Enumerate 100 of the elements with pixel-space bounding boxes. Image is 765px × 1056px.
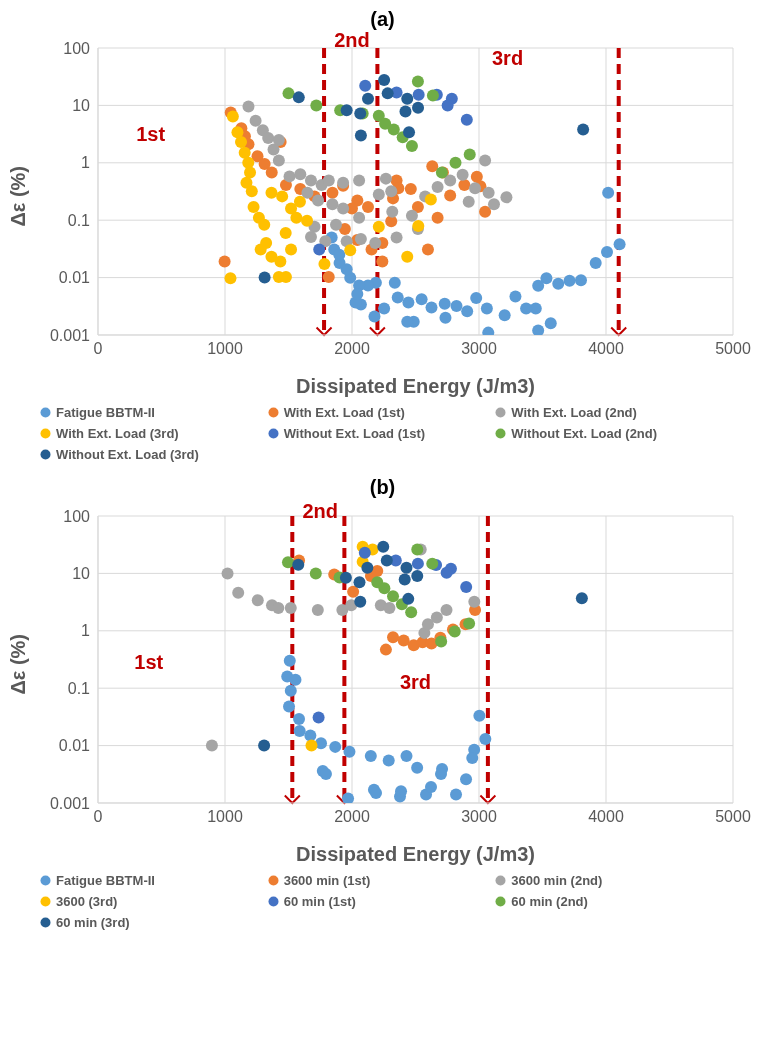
legend-label: 3600 (3rd)	[56, 894, 118, 909]
point	[354, 595, 367, 608]
point	[435, 635, 448, 648]
point	[460, 773, 473, 786]
point	[479, 733, 492, 746]
point	[470, 292, 483, 305]
point	[440, 566, 453, 579]
point	[315, 737, 328, 750]
point	[265, 186, 278, 199]
point	[405, 606, 418, 619]
y-tick-label: 0.001	[49, 794, 91, 812]
point	[399, 105, 412, 118]
point	[292, 558, 305, 571]
y-tick-label: 0.1	[67, 211, 91, 229]
point	[205, 739, 218, 752]
point	[372, 220, 385, 233]
point	[403, 126, 416, 139]
point	[289, 673, 302, 686]
point	[577, 123, 590, 136]
point	[311, 604, 324, 617]
point	[285, 202, 298, 215]
point	[309, 567, 322, 580]
point	[338, 223, 351, 236]
point	[601, 245, 614, 258]
point	[400, 749, 413, 762]
point	[283, 700, 296, 713]
x-axis-title: Dissipated Energy (J/m3)	[296, 375, 535, 397]
point	[326, 186, 339, 199]
point	[251, 594, 264, 607]
point	[382, 754, 395, 767]
point	[304, 230, 317, 243]
point	[281, 556, 294, 569]
point	[305, 739, 318, 752]
point	[411, 557, 424, 570]
point	[589, 256, 602, 269]
point	[245, 185, 258, 198]
point	[290, 211, 303, 224]
point	[411, 200, 424, 213]
point	[438, 297, 451, 310]
y-tick-label: 1	[81, 154, 91, 172]
point	[343, 745, 356, 758]
point	[469, 182, 482, 195]
point	[369, 237, 382, 250]
point	[359, 79, 372, 92]
point	[426, 89, 439, 102]
point	[379, 117, 392, 130]
point	[482, 186, 495, 199]
point	[353, 174, 366, 187]
legend-label: 60 min (1st)	[283, 894, 356, 909]
point	[272, 154, 285, 167]
point	[232, 586, 245, 599]
point	[329, 740, 342, 753]
point	[326, 198, 339, 211]
point	[304, 174, 317, 187]
point	[274, 255, 287, 268]
point	[415, 293, 428, 306]
point	[342, 792, 355, 803]
point	[412, 88, 425, 101]
point	[353, 211, 366, 224]
point	[322, 174, 335, 187]
point	[462, 195, 475, 208]
point	[258, 271, 271, 284]
point	[218, 255, 231, 268]
x-tick-label: 4000	[588, 340, 624, 358]
point	[430, 611, 443, 624]
x-axis-title: Dissipated Energy (J/m3)	[296, 843, 535, 865]
legend-label: Without Ext. Load (1st)	[283, 426, 426, 441]
x-tick-label: 2000	[334, 808, 370, 826]
point	[231, 126, 244, 139]
point	[387, 590, 400, 603]
point	[441, 99, 454, 112]
point	[405, 209, 418, 222]
point	[387, 123, 400, 136]
point	[411, 75, 424, 88]
point	[444, 174, 457, 187]
point	[242, 100, 255, 113]
point	[411, 761, 424, 774]
point	[238, 146, 251, 159]
point	[378, 74, 391, 87]
legend-label: 3600 min (1st)	[283, 873, 371, 888]
x-tick-label: 1000	[207, 808, 243, 826]
point	[242, 156, 255, 169]
point	[340, 104, 353, 117]
point	[293, 724, 306, 737]
annotation: 1st	[134, 650, 164, 674]
point	[376, 255, 389, 268]
point	[344, 244, 357, 257]
legend-label: Fatigue BBTM-II	[56, 405, 155, 420]
legend-label: Fatigue BBTM-II	[56, 873, 155, 888]
point	[337, 202, 350, 215]
point	[258, 218, 271, 231]
point	[411, 570, 424, 583]
point	[426, 160, 439, 173]
point	[312, 194, 325, 207]
point	[397, 634, 410, 647]
legend-label: Without Ext. Load (2nd)	[511, 426, 658, 441]
point	[431, 180, 444, 193]
point	[460, 580, 473, 593]
point	[285, 243, 298, 256]
x-tick-label: 1000	[207, 340, 243, 358]
